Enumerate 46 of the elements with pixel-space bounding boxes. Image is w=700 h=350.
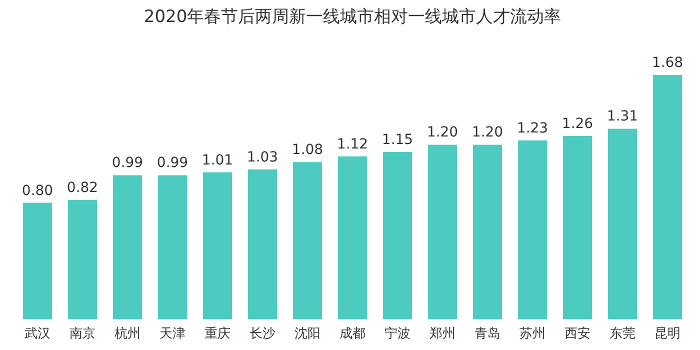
x-tick-label: 西安 <box>564 326 590 342</box>
bar <box>562 136 592 319</box>
x-tick-label: 武汉 <box>24 326 50 342</box>
data-label: 0.80 <box>22 182 54 199</box>
x-tick-label: 沈阳 <box>294 326 320 342</box>
data-label: 1.15 <box>382 132 414 148</box>
data-label: 1.20 <box>472 124 504 141</box>
x-tick-label: 长沙 <box>250 326 276 342</box>
x-tick-label: 东莞 <box>610 326 636 342</box>
bar <box>22 202 52 319</box>
data-label: 1.12 <box>336 136 368 152</box>
x-tick-label: 青岛 <box>474 326 500 342</box>
x-tick-label: 苏州 <box>520 326 546 342</box>
bar <box>338 156 368 319</box>
x-tick-label: 郑州 <box>430 326 456 342</box>
data-label: 0.82 <box>66 180 98 196</box>
data-label: 1.03 <box>246 149 278 166</box>
bar <box>472 144 502 319</box>
x-tick-label: 成都 <box>340 326 366 342</box>
bar <box>158 175 188 319</box>
data-label: 1.31 <box>606 108 638 125</box>
data-label: 1.68 <box>652 55 684 71</box>
data-label: 1.23 <box>516 120 548 136</box>
chart-title: 2020年春节后两周新一线城市相对一线城市人才流动率 <box>144 7 562 27</box>
bar <box>652 75 682 319</box>
data-label: 0.99 <box>112 155 144 172</box>
data-label: 1.01 <box>202 152 234 168</box>
bar <box>428 144 458 319</box>
x-tick-label: 杭州 <box>114 326 140 342</box>
bar <box>202 172 232 319</box>
data-label: 1.26 <box>562 116 594 132</box>
x-tick-label: 重庆 <box>204 326 230 342</box>
x-tick-label: 天津 <box>160 326 186 342</box>
data-label: 1.08 <box>292 142 324 158</box>
x-tick-label: 昆明 <box>654 326 680 342</box>
bar <box>518 140 548 319</box>
bar <box>608 128 638 319</box>
bar <box>112 175 142 319</box>
x-tick-label: 南京 <box>70 326 96 342</box>
bar <box>68 200 98 319</box>
bar <box>248 169 278 319</box>
data-label: 1.20 <box>426 124 458 141</box>
bar <box>292 162 322 319</box>
bar <box>382 152 412 319</box>
data-label: 0.99 <box>156 155 188 172</box>
x-tick-label: 宁波 <box>384 326 410 342</box>
